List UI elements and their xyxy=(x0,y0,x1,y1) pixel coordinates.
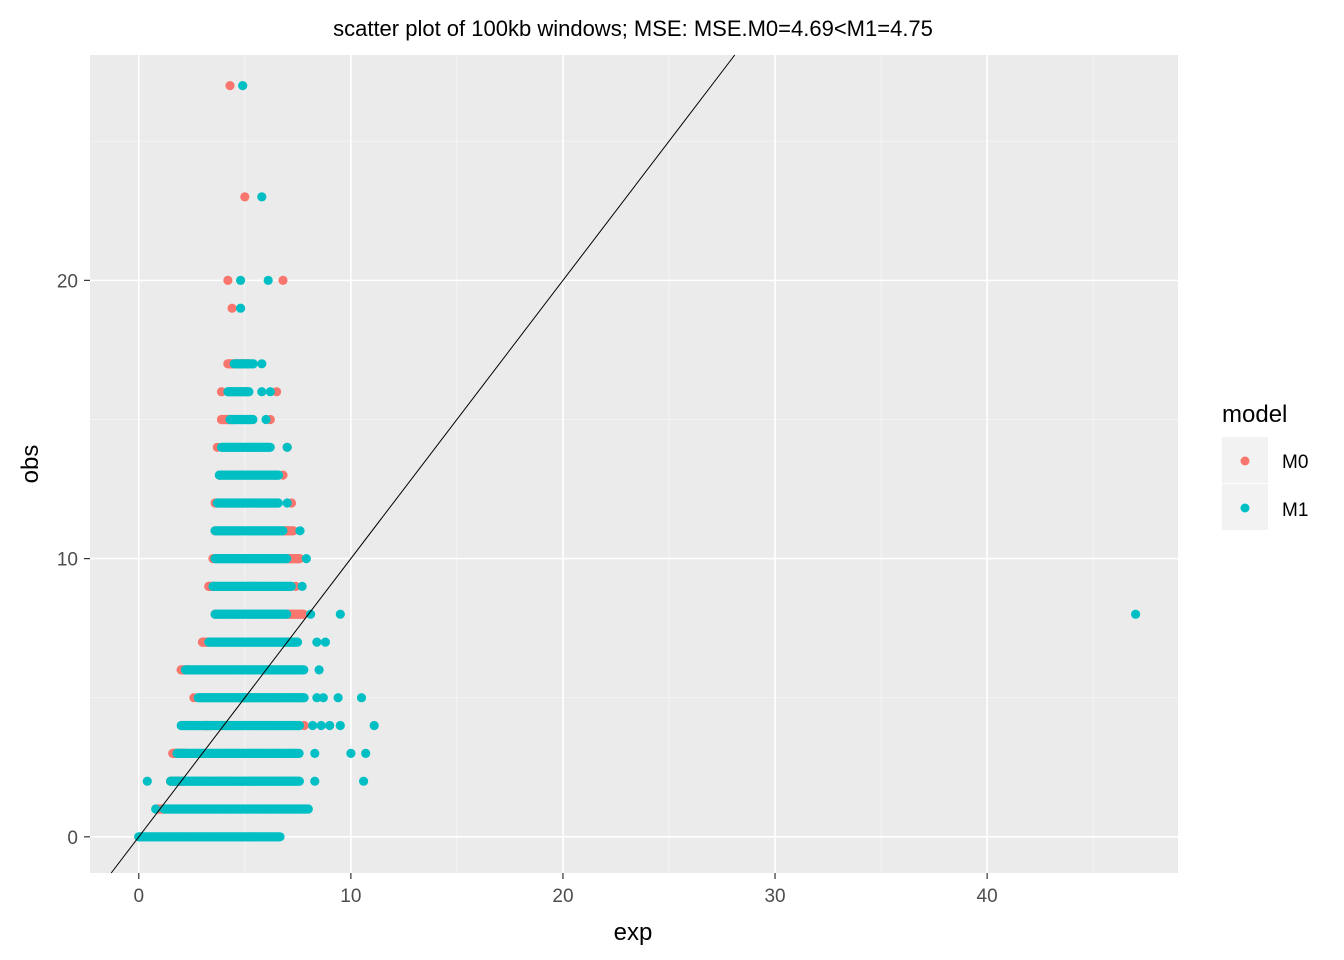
data-point xyxy=(265,442,275,452)
data-point xyxy=(359,776,369,786)
series-m1 xyxy=(134,81,1141,842)
data-point xyxy=(303,804,313,814)
legend-label-m0: M0 xyxy=(1282,452,1308,473)
data-point xyxy=(297,581,307,592)
data-point xyxy=(238,81,248,91)
data-point xyxy=(299,693,309,703)
data-point xyxy=(294,720,305,731)
data-point xyxy=(318,693,328,703)
data-point xyxy=(261,414,271,425)
data-point xyxy=(227,303,237,313)
data-point xyxy=(240,359,250,369)
data-point xyxy=(293,554,303,564)
identity-reference-line xyxy=(110,54,736,874)
data-point xyxy=(223,359,233,369)
data-point xyxy=(282,498,292,508)
data-point xyxy=(286,526,297,536)
legend: model M0 M1 xyxy=(1222,401,1308,530)
data-point xyxy=(257,359,267,369)
data-point xyxy=(312,693,322,703)
x-tick-label: 10 xyxy=(340,886,361,907)
data-point xyxy=(1131,609,1141,619)
data-point xyxy=(278,275,288,285)
data-point xyxy=(236,303,246,313)
x-tick-label: 20 xyxy=(552,886,573,907)
data-point xyxy=(244,387,254,397)
data-point xyxy=(346,748,356,759)
data-point xyxy=(299,665,309,675)
data-point xyxy=(257,387,267,397)
x-axis: 0 10 20 30 40 xyxy=(133,873,998,907)
data-point xyxy=(151,804,161,814)
data-point xyxy=(335,720,345,731)
data-point xyxy=(316,720,326,731)
data-point xyxy=(278,526,288,536)
data-point xyxy=(286,581,296,592)
data-point xyxy=(236,275,246,285)
data-point xyxy=(225,81,235,91)
x-tick-label: 40 xyxy=(977,886,998,907)
data-point xyxy=(361,748,371,759)
legend-marker-m1 xyxy=(1240,503,1250,513)
data-point xyxy=(310,776,320,786)
data-point xyxy=(263,275,273,285)
data-point xyxy=(369,720,379,731)
data-point xyxy=(265,387,275,397)
legend-label-m1: M1 xyxy=(1282,500,1308,521)
data-point xyxy=(282,554,292,564)
data-point xyxy=(142,776,152,786)
y-tick-label: 0 xyxy=(67,828,78,849)
data-point xyxy=(272,387,282,397)
data-point xyxy=(294,776,304,786)
plot-panel xyxy=(90,55,1178,873)
data-point xyxy=(301,554,311,564)
data-point xyxy=(308,720,318,731)
data-point xyxy=(333,693,343,703)
x-tick-label: 0 xyxy=(133,886,144,907)
data-point xyxy=(314,665,324,675)
chart-title: scatter plot of 100kb windows; MSE: MSE.… xyxy=(333,16,933,41)
legend-title: model xyxy=(1222,401,1287,428)
data-points xyxy=(134,81,1141,842)
data-point xyxy=(223,275,233,285)
data-point xyxy=(273,470,284,480)
data-point xyxy=(248,414,258,425)
y-tick-label: 10 xyxy=(57,550,78,571)
data-point xyxy=(282,442,292,452)
data-point xyxy=(325,720,335,731)
data-point xyxy=(310,748,320,759)
y-axis: 0 10 20 xyxy=(57,271,90,849)
data-point xyxy=(248,359,258,369)
data-point xyxy=(273,498,283,508)
data-point xyxy=(282,609,292,619)
y-axis-title: obs xyxy=(17,445,44,484)
data-point xyxy=(306,609,316,619)
minor-gridlines xyxy=(90,55,1178,873)
data-point xyxy=(320,637,330,647)
data-point xyxy=(312,637,322,647)
data-point xyxy=(240,192,250,202)
data-point xyxy=(216,387,227,397)
data-point xyxy=(335,609,345,619)
data-point xyxy=(292,637,303,647)
data-point xyxy=(257,192,267,202)
x-axis-title: exp xyxy=(614,919,653,946)
data-point xyxy=(356,693,367,703)
data-point xyxy=(275,832,285,842)
data-point xyxy=(293,609,303,619)
data-point xyxy=(294,748,304,759)
x-tick-label: 30 xyxy=(764,886,785,907)
legend-marker-m0 xyxy=(1240,456,1250,466)
y-tick-label: 20 xyxy=(57,271,78,292)
data-point xyxy=(295,526,305,536)
